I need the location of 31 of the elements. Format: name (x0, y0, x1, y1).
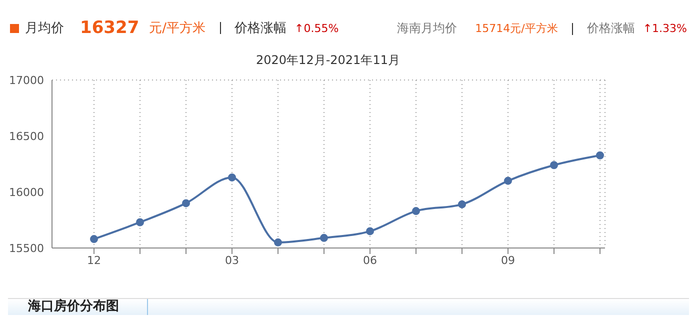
point (504, 176, 512, 185)
text: 海口房价分布图 (8, 299, 148, 315)
x-tick-label: 06 (363, 254, 377, 267)
point (458, 200, 466, 208)
y-tick-label: 16500 (9, 130, 44, 143)
point (274, 238, 282, 246)
text: 价格涨幅 (234, 20, 287, 37)
point (228, 173, 236, 182)
text: 价格涨幅 (586, 20, 635, 37)
text: 海南月均价 (397, 20, 458, 37)
text: 15714元/平方米 (475, 21, 558, 36)
point (136, 218, 144, 226)
text: 16327 (80, 18, 140, 38)
y-tick-label: 16000 (9, 186, 44, 199)
x-tick-label: 12 (87, 254, 101, 267)
point (90, 235, 98, 244)
text: ↑0.55% (294, 22, 339, 34)
point (596, 151, 604, 160)
point (182, 199, 190, 208)
x-tick-label: 03 (225, 254, 239, 267)
y-tick-label: 17000 (9, 74, 44, 87)
point (412, 207, 420, 216)
point (366, 227, 374, 236)
point (320, 234, 328, 242)
y-tick-label: 15500 (9, 242, 44, 255)
point (550, 161, 558, 170)
chart-title: 2020年12月-2021年11月 (256, 53, 400, 67)
x-tick-label: 09 (501, 254, 515, 267)
text: 元/平方米 (149, 20, 206, 37)
text: 月均价 (25, 20, 64, 37)
text: ↑1.33% (642, 22, 687, 35)
